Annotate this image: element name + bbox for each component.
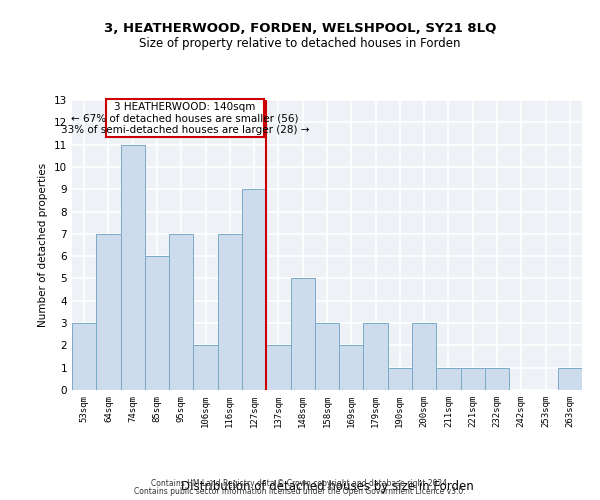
Bar [412, 323, 436, 390]
Bar [121, 144, 145, 390]
Bar [315, 323, 339, 390]
Bar [218, 234, 242, 390]
Bar [388, 368, 412, 390]
Y-axis label: Number of detached properties: Number of detached properties [38, 163, 49, 327]
Bar [193, 346, 218, 390]
Bar [290, 278, 315, 390]
Text: 33% of semi-detached houses are larger (28) →: 33% of semi-detached houses are larger (… [61, 125, 309, 135]
Text: Contains public sector information licensed under the Open Government Licence v3: Contains public sector information licen… [134, 487, 466, 496]
Text: 3 HEATHERWOOD: 140sqm: 3 HEATHERWOOD: 140sqm [114, 102, 256, 112]
Bar [339, 346, 364, 390]
Text: 3, HEATHERWOOD, FORDEN, WELSHPOOL, SY21 8LQ: 3, HEATHERWOOD, FORDEN, WELSHPOOL, SY21 … [104, 22, 496, 36]
Bar [266, 346, 290, 390]
Bar [96, 234, 121, 390]
Text: Size of property relative to detached houses in Forden: Size of property relative to detached ho… [139, 38, 461, 51]
Bar [169, 234, 193, 390]
Bar [485, 368, 509, 390]
Bar [364, 323, 388, 390]
Bar [461, 368, 485, 390]
Bar [436, 368, 461, 390]
X-axis label: Distribution of detached houses by size in Forden: Distribution of detached houses by size … [181, 480, 473, 493]
Bar [242, 189, 266, 390]
Text: ← 67% of detached houses are smaller (56): ← 67% of detached houses are smaller (56… [71, 114, 299, 124]
Bar [145, 256, 169, 390]
Text: Contains HM Land Registry data © Crown copyright and database right 2024.: Contains HM Land Registry data © Crown c… [151, 478, 449, 488]
Bar [558, 368, 582, 390]
Bar [106, 99, 264, 137]
Bar [72, 323, 96, 390]
